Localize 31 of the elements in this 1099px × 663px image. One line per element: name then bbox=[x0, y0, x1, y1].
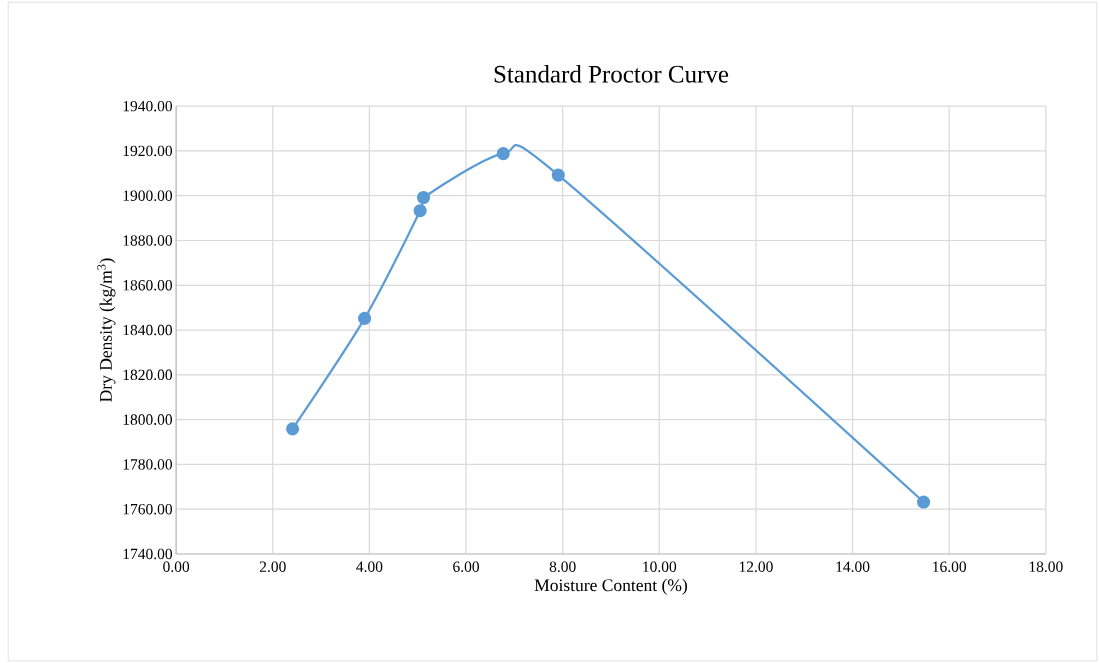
point bbox=[416, 190, 431, 205]
point bbox=[917, 495, 931, 509]
chart-title: Standard Proctor Curve bbox=[494, 65, 729, 83]
x-tick-label: 14.00 bbox=[836, 561, 870, 572]
y-tick-label: 1860.00 bbox=[123, 279, 173, 291]
x-tick-label: 2.00 bbox=[259, 561, 286, 572]
x-axis-title: Moisture Content (%) bbox=[534, 578, 687, 595]
y-tick-label: 1920.00 bbox=[123, 145, 173, 157]
y-tick-label: 1780.00 bbox=[123, 459, 173, 470]
y-tick-label: 1940.00 bbox=[123, 100, 173, 112]
x-tick-label: 4.00 bbox=[356, 561, 383, 572]
x-tick-label: 12.00 bbox=[739, 561, 773, 572]
point bbox=[286, 422, 300, 436]
x-tick-label: 6.00 bbox=[453, 561, 479, 572]
x-tick-label: 18.00 bbox=[1029, 561, 1063, 572]
y-axis-title: Dry Density (kg/m$^{3}$) bbox=[97, 258, 116, 402]
point bbox=[551, 168, 565, 182]
x-tick-label: 10.00 bbox=[643, 561, 677, 572]
x-tick-label: 0.00 bbox=[163, 561, 190, 572]
y-tick-label: 1820.00 bbox=[123, 369, 173, 381]
y-tick-label: 1880.00 bbox=[123, 235, 173, 246]
y-tick-label: 1760.00 bbox=[123, 503, 173, 515]
y-tick-label: 1800.00 bbox=[123, 414, 173, 425]
x-tick-label: 8.00 bbox=[549, 561, 576, 572]
y-tick-label: 1840.00 bbox=[123, 324, 173, 336]
x-tick-label: 16.00 bbox=[933, 561, 967, 572]
y-tick-label: 1740.00 bbox=[123, 548, 173, 560]
point bbox=[358, 311, 372, 325]
y-tick-label: 1900.00 bbox=[123, 190, 173, 201]
point bbox=[496, 146, 510, 161]
point bbox=[413, 204, 427, 218]
